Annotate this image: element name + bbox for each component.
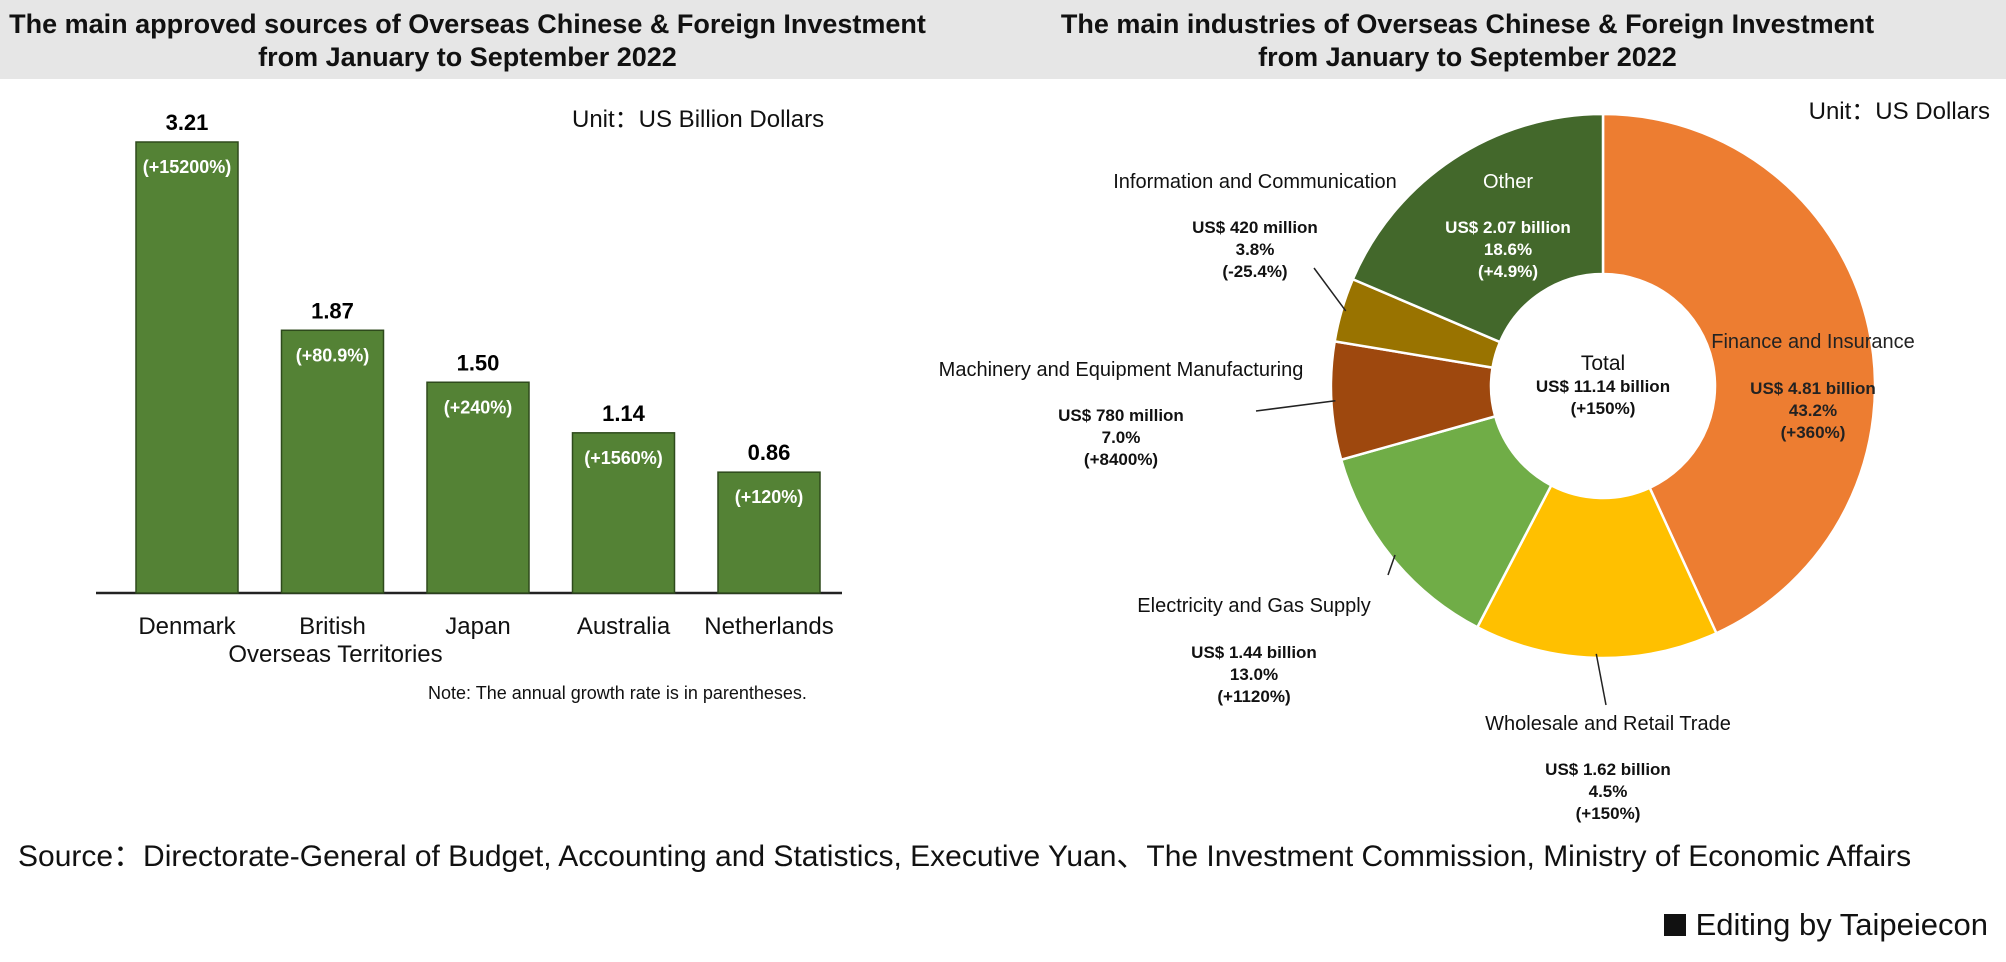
bar-chart-title-line-1: The main approved sources of Overseas Ch…	[9, 9, 926, 39]
donut-slice-1	[1475, 483, 1719, 660]
donut-center-total: US$ 11.14 billion	[1536, 377, 1670, 396]
bar-category-label-2: Japan	[445, 613, 510, 640]
donut-slice-5	[1351, 112, 1605, 344]
donut-slice-name-3: Machinery and Equipment Manufacturing	[939, 359, 1304, 381]
donut-slice-detail-2-line-2: 13.0%	[1230, 665, 1278, 684]
donut-slice-detail-4-line-3: (-25.4%)	[1222, 262, 1287, 281]
bar-growth-label-4: (+120%)	[735, 487, 804, 507]
donut-slice-detail-2-line-3: (+1120%)	[1217, 687, 1290, 706]
source-text: Source：Directorate-General of Budget, Ac…	[18, 840, 1912, 873]
donut-slice-detail-3-line-3: (+8400%)	[1084, 450, 1158, 469]
donut-slice-detail-5-line-3: (+4.9%)	[1478, 262, 1538, 281]
donut-slice-name-4: Information and Communication	[1113, 171, 1396, 193]
bar-4	[717, 471, 821, 594]
bar-value-label-1: 1.87	[311, 298, 354, 323]
bar-value-label-4: 0.86	[748, 440, 791, 465]
donut-slice-name-1: Wholesale and Retail Trade	[1485, 713, 1731, 735]
bar-value-label-3: 1.14	[602, 401, 646, 426]
bar-growth-label-0: (+15200%)	[143, 157, 232, 177]
donut-leader-line-4	[1313, 267, 1347, 312]
bar-category-label-1: British	[299, 613, 366, 640]
donut-slice-0	[1601, 112, 1877, 635]
bar-chart-note: Note: The annual growth rate is in paren…	[428, 683, 807, 703]
bar-chart-title-line-2: from January to September 2022	[258, 42, 677, 72]
title-band	[0, 0, 2006, 79]
credit: Editing by Taipeiecon	[1663, 907, 1988, 943]
bar-category-label-0: Denmark	[138, 613, 236, 640]
donut-slice-detail-0-line-3: (+360%)	[1781, 423, 1846, 442]
donut-chart: Finance and Insurance US$ 4.81 billion 43.…	[939, 112, 1915, 823]
credit-text: Editing by Taipeiecon	[1695, 907, 1988, 942]
donut-slice-detail-3-line-1: US$ 780 million	[1058, 406, 1184, 425]
donut-chart-unit: Unit：US Dollars	[1808, 98, 1990, 125]
bar-value-label-2: 1.50	[457, 350, 500, 375]
bar-value-label-0: 3.21	[166, 110, 209, 135]
donut-center-title: Total	[1581, 352, 1625, 375]
bar-1	[280, 329, 385, 594]
donut-slice-detail-4-line-1: US$ 420 million	[1192, 218, 1318, 237]
donut-leader-line-3	[1255, 399, 1336, 412]
bar-category-label-3: Australia	[577, 613, 671, 640]
donut-slice-detail-0-line-2: 43.2%	[1789, 401, 1837, 420]
donut-slice-detail-3-line-2: 7.0%	[1102, 428, 1141, 447]
donut-slice-name-5: Other	[1483, 171, 1533, 193]
bar-category-label-1-line-2: Overseas Territories	[228, 641, 442, 668]
donut-slice-name-2: Electricity and Gas Supply	[1137, 595, 1370, 617]
donut-chart-title-line-2: from January to September 2022	[1258, 42, 1677, 72]
donut-slice-detail-5-line-1: US$ 2.07 billion	[1445, 218, 1571, 237]
donut-slice-detail-1-line-1: US$ 1.62 billion	[1545, 760, 1671, 779]
donut-slice-detail-1-line-3: (+150%)	[1576, 804, 1641, 823]
donut-slice-detail-0-line-1: US$ 4.81 billion	[1750, 379, 1876, 398]
bar-chart: 3.21 (+15200%) Denmark 1.87 (+80.9%) BritishO…	[96, 110, 842, 668]
bar-growth-label-1: (+80.9%)	[296, 345, 370, 365]
donut-slice-name-0: Finance and Insurance	[1711, 331, 1914, 353]
bar-growth-label-3: (+1560%)	[584, 448, 663, 468]
bar-category-label-4: Netherlands	[704, 613, 833, 640]
bar-3	[571, 432, 676, 594]
donut-slice-detail-1-line-2: 4.5%	[1589, 782, 1628, 801]
donut-slice-2	[1339, 414, 1553, 629]
bar-chart-title: The main approved sources of Overseas Ch…	[0, 8, 935, 74]
donut-chart-title-line-1: The main industries of Overseas Chinese …	[1060, 9, 1875, 39]
donut-leader-line-1	[1595, 653, 1607, 706]
bar-0	[135, 141, 239, 594]
donut-chart-title: The main industries of Overseas Chinese …	[1005, 8, 1930, 74]
bar-growth-label-2: (+240%)	[444, 397, 513, 417]
bar-chart-unit: Unit：US Billion Dollars	[572, 106, 825, 133]
donut-slice-detail-4-line-2: 3.8%	[1236, 240, 1275, 259]
donut-slice-detail-2-line-1: US$ 1.44 billion	[1191, 643, 1317, 662]
donut-slice-detail-5-line-2: 18.6%	[1484, 240, 1532, 259]
black-square-icon	[1663, 914, 1686, 936]
bar-2	[426, 381, 530, 594]
donut-center-growth: (+150%)	[1571, 399, 1636, 418]
donut-leader-line-2	[1387, 554, 1396, 576]
